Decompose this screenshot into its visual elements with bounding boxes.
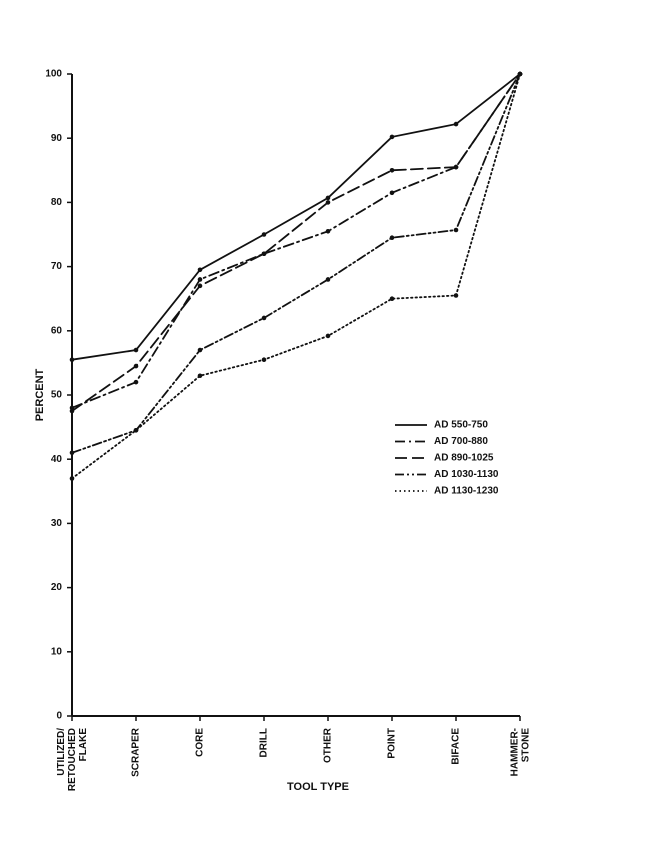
point: [389, 168, 395, 173]
x-tick-label: OTHER: [323, 727, 334, 763]
legend-label: AD 550-750: [434, 420, 488, 431]
point: [453, 227, 459, 233]
y-tick-label: 0: [56, 711, 62, 722]
legend-label: AD 700-880: [434, 436, 488, 447]
y-tick-label: 60: [51, 325, 63, 336]
point: [389, 235, 395, 241]
y-tick-label: 100: [45, 69, 62, 80]
point: [69, 408, 75, 414]
x-axis-title: TOOL TYPE: [287, 781, 349, 793]
point: [389, 190, 395, 196]
series-line: [71, 73, 521, 409]
point: [69, 405, 75, 411]
point: [197, 283, 203, 289]
series-line: [71, 73, 521, 480]
point: [325, 277, 331, 282]
point: [197, 373, 203, 379]
x-tick-label: SCRAPER: [131, 727, 142, 777]
point: [453, 164, 459, 170]
point: [325, 333, 331, 339]
point: [325, 195, 331, 201]
point: [517, 71, 523, 77]
point: [197, 267, 203, 273]
point: [261, 315, 267, 321]
point: [453, 293, 459, 298]
point: [325, 200, 331, 205]
series-line: [71, 73, 521, 361]
y-axis-title: PERCENT: [34, 368, 46, 421]
y-tick-label: 30: [51, 518, 63, 529]
series-line: [71, 73, 521, 412]
x-tick-label: DRILL: [259, 728, 270, 757]
point: [389, 296, 395, 302]
y-tick-label: 40: [51, 454, 63, 465]
x-tick-label: UTILIZED/RETOUCHEDFLAKE: [56, 728, 89, 791]
point: [69, 476, 75, 481]
point: [261, 357, 267, 362]
point: [261, 251, 267, 257]
legend-label: AD 1130-1230: [434, 486, 499, 497]
x-tick-label: BIFACE: [451, 728, 462, 765]
y-tick-label: 50: [51, 390, 63, 401]
y-tick-label: 10: [51, 646, 63, 657]
point: [133, 347, 139, 353]
point: [133, 428, 139, 433]
legend-label: AD 890-1025: [434, 453, 494, 464]
x-tick-label: HAMMER-STONE: [509, 728, 531, 777]
y-tick-label: 80: [51, 197, 63, 208]
point: [389, 134, 395, 140]
point: [325, 228, 331, 234]
point: [133, 363, 139, 369]
point: [453, 121, 459, 127]
point: [133, 379, 139, 385]
point: [69, 357, 75, 362]
x-tick-label: CORE: [195, 728, 206, 757]
y-tick-label: 20: [51, 582, 63, 593]
point: [69, 450, 75, 456]
x-tick-label: POINT: [387, 728, 398, 759]
series-line: [71, 73, 521, 454]
point: [197, 347, 203, 353]
point: [197, 277, 203, 282]
y-tick-label: 70: [51, 261, 63, 272]
y-tick-label: 90: [51, 133, 63, 144]
legend-label: AD 1030-1130: [434, 469, 499, 480]
point: [261, 232, 267, 237]
